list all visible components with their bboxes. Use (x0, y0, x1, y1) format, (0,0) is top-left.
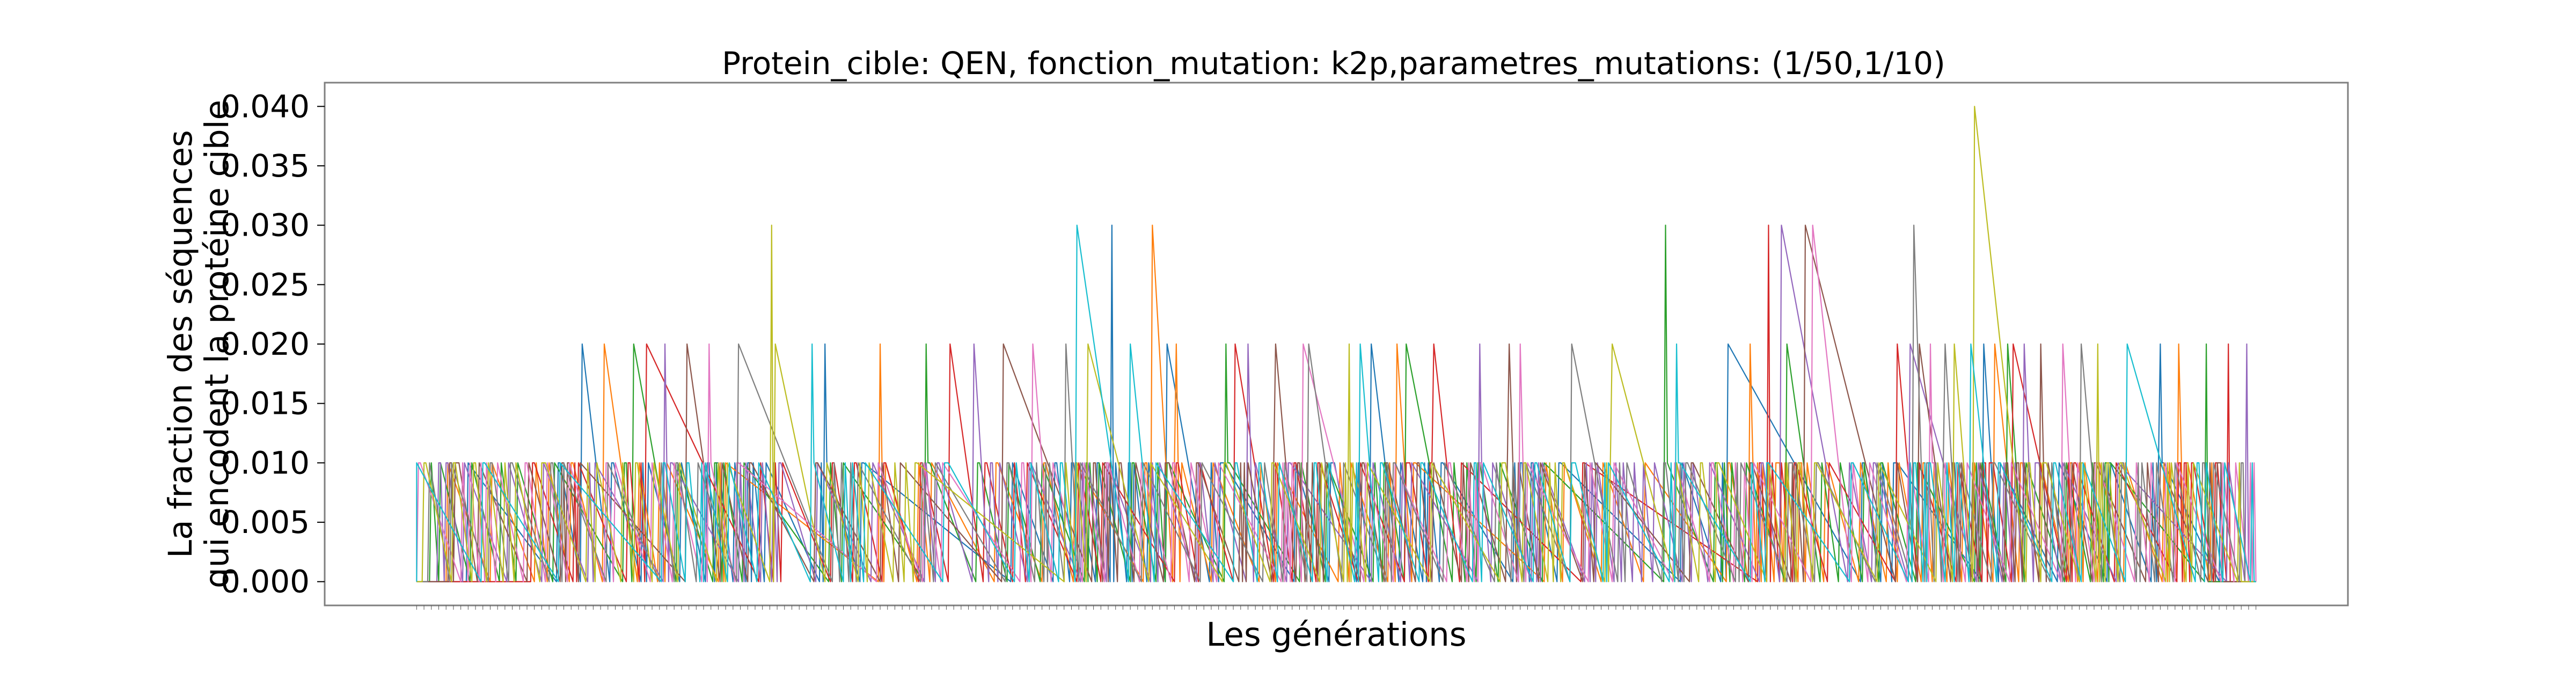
y-axis-label-line1: La fraction des séquences (162, 130, 200, 558)
y-tick-label: 0.015 (221, 385, 310, 422)
y-axis-label-line2: qui encodent la protéine cible (198, 100, 236, 588)
series-line (416, 224, 2256, 582)
series-line (416, 224, 2256, 582)
series-line (416, 106, 2256, 582)
x-axis-label: Les générations (1206, 616, 1466, 654)
y-tick-label: 0.010 (221, 444, 310, 481)
y-tick-label: 0.020 (221, 326, 310, 362)
series-line (416, 224, 2256, 582)
series-line (416, 224, 2256, 582)
chart-title: Protein_cible: QEN, fonction_mutation: k… (722, 45, 1945, 82)
y-tick-label: 0.035 (221, 148, 310, 184)
y-tick-label: 0.005 (221, 504, 310, 540)
y-tick-label: 0.040 (221, 88, 310, 125)
series-line (416, 224, 2256, 582)
x-tick-marks (416, 605, 2257, 610)
series-line (416, 224, 2257, 582)
series-line (416, 224, 2256, 582)
y-tick-label: 0.000 (221, 564, 310, 600)
series-line (416, 224, 2256, 582)
plot-area: 0.000 0.005 0.010 0.015 0.020 0.025 0.030 0.035… (221, 82, 2349, 610)
y-ticks: 0.000 0.005 0.010 0.015 0.020 0.025 0.030 0.035… (221, 88, 325, 600)
series-line (416, 224, 2256, 582)
series-lines (416, 106, 2257, 582)
y-tick-label: 0.025 (221, 266, 310, 303)
y-tick-label: 0.030 (221, 207, 310, 244)
